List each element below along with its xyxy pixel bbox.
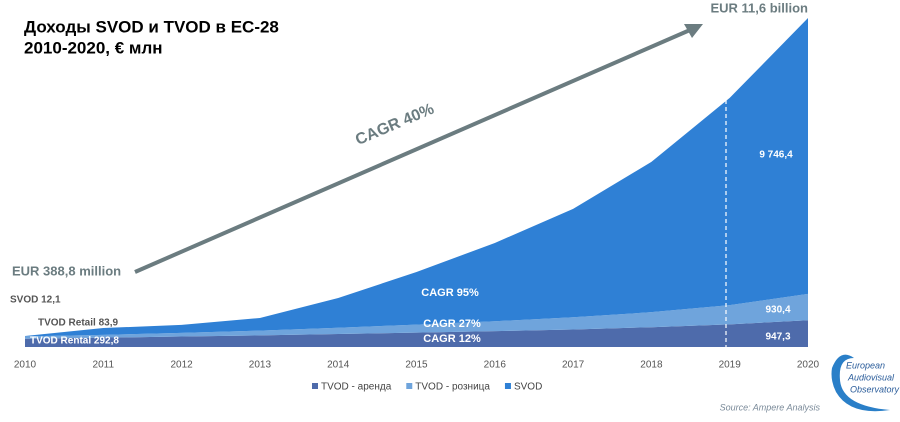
- logo-mark: [831, 354, 890, 412]
- data-label: SVOD 12,1: [10, 295, 61, 306]
- annotation: EUR 388,8 million: [12, 263, 121, 278]
- x-tick-label: 2020: [797, 360, 820, 371]
- annotation: EUR 11,6 billion: [710, 0, 808, 15]
- x-tick-label: 2011: [93, 360, 115, 371]
- legend-swatch: [312, 383, 318, 389]
- area: [25, 293, 808, 339]
- annotation: CAGR 95%: [421, 287, 479, 299]
- source: Source: Ampere Analysis: [720, 402, 821, 412]
- legend-swatch: [406, 383, 413, 389]
- arrow-head: [684, 24, 703, 38]
- arrow-line: [134, 28, 691, 274]
- x-tick-label: 2014: [327, 360, 350, 371]
- legend-label: TVOD - розница: [415, 382, 490, 393]
- legend-label: TVOD - аренда: [321, 382, 392, 393]
- logo-text: European: [846, 360, 885, 370]
- legend-label: SVOD: [514, 382, 542, 393]
- data-label: 930,4: [765, 305, 790, 316]
- chart-title: 2010-2020, € млн: [24, 38, 163, 57]
- logo: European Audiovisual Observatory: [831, 354, 900, 412]
- x-tick-label: 2016: [484, 360, 507, 371]
- annotation: CAGR 27%: [423, 318, 481, 330]
- title-box: [18, 12, 318, 60]
- legend-swatch: [504, 383, 511, 389]
- data-label: TVOD Rental 292,8: [30, 336, 119, 347]
- annotation: CAGR 12%: [423, 333, 481, 345]
- x-tick-label: 2017: [562, 360, 585, 371]
- area: [25, 320, 808, 347]
- x-tick-label: 2019: [719, 360, 742, 371]
- data-label: TVOD Retail 83,9: [38, 318, 118, 329]
- x-tick-label: 2015: [405, 360, 428, 371]
- data-label: 9 746,4: [759, 150, 793, 161]
- logo-text: Audiovisual: [847, 372, 895, 382]
- data-label: 947,3: [765, 332, 790, 343]
- x-tick-label: 2010: [14, 360, 37, 371]
- area: [25, 18, 808, 337]
- logo-text: Observatory: [850, 384, 900, 394]
- x-tick-label: 2013: [249, 360, 272, 371]
- x-tick-label: 2012: [170, 360, 193, 371]
- x-tick-label: 2018: [640, 360, 663, 371]
- chart-title: Доходы SVOD и TVOD в ЕС-28: [24, 17, 279, 36]
- annotation: CAGR 40%: [353, 101, 437, 149]
- plot-area: [25, 18, 808, 347]
